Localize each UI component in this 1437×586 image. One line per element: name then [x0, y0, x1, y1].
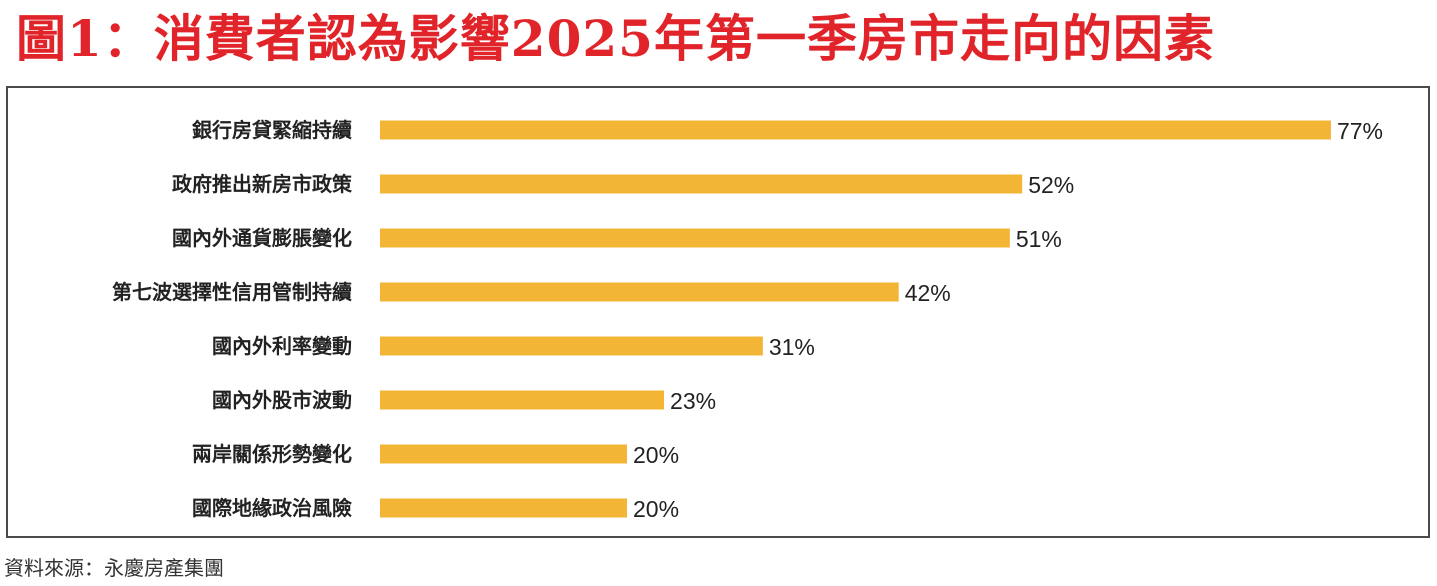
bar	[380, 498, 627, 518]
category-label: 國內外股市波動	[212, 388, 352, 412]
category-label: 政府推出新房市政策	[172, 172, 353, 196]
category-label: 國內外通貨膨脹變化	[172, 226, 352, 250]
value-label: 77%	[1337, 118, 1383, 144]
category-label: 第七波選擇性信用管制持續	[112, 280, 352, 304]
value-label: 42%	[905, 280, 951, 306]
bar	[380, 390, 665, 410]
category-label: 兩岸關係形勢變化	[192, 442, 352, 466]
chart-title: 圖1：消費者認為影響2025年第一季房市走向的因素	[16, 9, 1215, 68]
value-label: 51%	[1016, 226, 1062, 252]
value-label: 23%	[670, 388, 716, 414]
value-label: 20%	[633, 442, 679, 468]
category-label: 國內外利率變動	[212, 334, 352, 358]
value-label: 31%	[769, 334, 815, 360]
value-label: 52%	[1028, 172, 1074, 198]
category-label: 國際地緣政治風險	[192, 496, 352, 520]
chart-frame: 銀行房貸緊縮持續 77% 政府推出新房市政策 52% 國內外通貨膨脹變化 51% 第七波選擇…	[6, 86, 1430, 538]
bar-chart: 銀行房貸緊縮持續 77% 政府推出新房市政策 52% 國內外通貨膨脹變化 51% 第七波選擇…	[112, 118, 1383, 522]
bar	[380, 444, 627, 464]
source-note: 資料來源：永慶房產集團	[4, 556, 224, 580]
value-label: 20%	[633, 496, 679, 522]
category-label: 銀行房貸緊縮持續	[192, 118, 352, 142]
bar	[380, 120, 1331, 140]
bar	[380, 228, 1010, 248]
bar	[380, 336, 763, 356]
bar	[380, 174, 1023, 194]
bar	[380, 282, 899, 302]
